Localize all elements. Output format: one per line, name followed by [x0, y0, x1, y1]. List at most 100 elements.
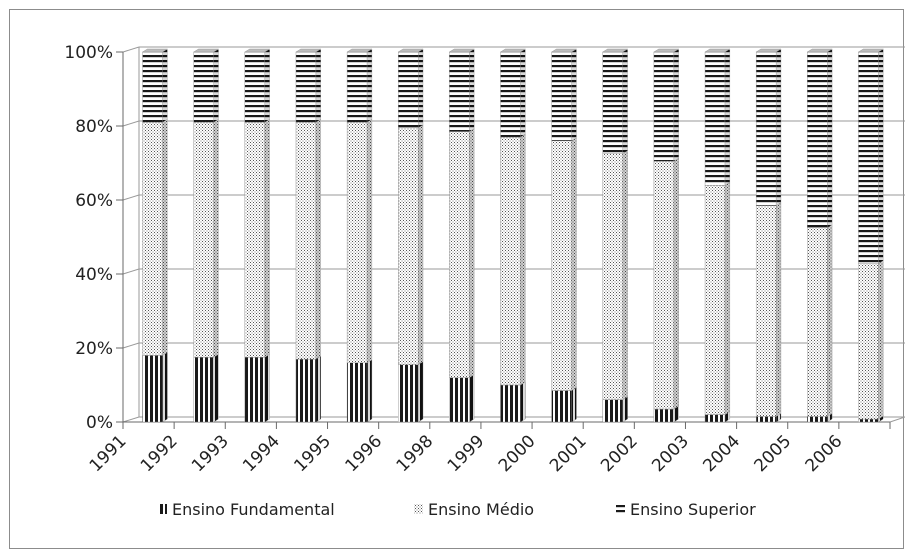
bar-side-3-2004 — [776, 48, 782, 206]
legend-label: Ensino Superior — [630, 500, 756, 519]
bar-side-1-1995 — [366, 359, 373, 423]
bar-side-2-1991 — [162, 119, 168, 356]
legend: Ensino Fundamental Ensino Médio Ensino Sup… — [158, 500, 756, 519]
bar-segment-2-1991 — [142, 122, 163, 356]
x-tick-label: 2004 — [699, 431, 744, 476]
bar-segment-1-1999 — [500, 384, 521, 423]
bar-segment-3-2002 — [653, 51, 675, 162]
bar-segment-1-1993 — [244, 357, 266, 423]
bar-segment-2-2004 — [755, 205, 777, 417]
x-tick-label: 1995 — [290, 431, 335, 476]
bar-top-2003 — [704, 48, 731, 53]
bar-side-2-2003 — [724, 181, 730, 415]
bar-segment-1-1991 — [142, 355, 163, 423]
bar-segment-1-2003 — [704, 414, 726, 423]
bar-segment-1-1998 — [449, 377, 470, 423]
gridline-depth — [122, 46, 140, 53]
bar-segment-1-1995 — [346, 362, 368, 423]
bar-segment-2-1993 — [244, 122, 266, 358]
bar-top-1996 — [397, 48, 424, 53]
y-tick-label: 40% — [75, 265, 113, 285]
bar-side-3-1993 — [264, 48, 270, 123]
bar-top-1991 — [141, 48, 169, 53]
bar-segment-2-1992 — [193, 122, 214, 358]
bar-side-2-1993 — [264, 119, 270, 358]
bar-side-1-1999 — [520, 381, 526, 423]
bar-top-2002 — [653, 48, 680, 53]
bar-segment-2-2002 — [653, 160, 675, 410]
chart-frame: 0% 20% 40% 60% 80% 100% 1991 1992 1993 1994 1995 1… — [9, 9, 905, 549]
floor-right-edge — [889, 416, 905, 423]
stacked-bar-chart: 0%20%40%60%80%100% 1991 1992 1993 1994 1995 1… — [64, 43, 905, 519]
bar-side-3-1991 — [162, 48, 168, 123]
bar-segment-1-2000 — [551, 390, 572, 423]
bar-side-2-1998 — [469, 128, 475, 378]
bar-segment-2-2006 — [858, 263, 879, 420]
y-tick-label: 20% — [75, 339, 113, 359]
bar-side-3-2006 — [878, 48, 884, 264]
bar-segment-3-2005 — [807, 51, 828, 228]
gridline-depth — [122, 342, 140, 349]
bar-side-3-2003 — [724, 48, 730, 186]
bar-top-1992 — [193, 48, 220, 53]
bar-segment-3-1991 — [142, 51, 163, 123]
bar-side-3-2000 — [571, 48, 577, 142]
bar-segment-3-1992 — [193, 51, 214, 123]
y-tick-label: 100% — [64, 43, 113, 63]
bar-side-2-2004 — [776, 202, 782, 417]
bar-segment-2-1996 — [398, 127, 419, 365]
x-tick-label: 1998 — [393, 431, 438, 476]
bar-side-1-1994 — [315, 355, 321, 423]
bar-segment-2-2001 — [602, 153, 623, 401]
y-tick-label: 0% — [86, 413, 113, 433]
bar-top-2004 — [755, 48, 782, 53]
bar-segment-1-2004 — [755, 416, 777, 423]
y-axis-tick-labels: 0% 20% 40% 60% 80% 100% — [64, 43, 113, 433]
gridline-depth — [122, 268, 140, 275]
legend-swatch — [414, 504, 423, 514]
bar-segment-3-1996 — [398, 51, 419, 129]
bar-side-2-2006 — [878, 260, 884, 420]
legend-swatch — [616, 504, 625, 514]
bar-segment-3-2001 — [602, 51, 623, 154]
bar-top-1995 — [346, 48, 373, 53]
bar-side-1-1991 — [162, 352, 168, 423]
bar-side-1-1992 — [213, 353, 219, 423]
bar-side-1-1993 — [264, 353, 270, 423]
x-tick-label: 1999 — [444, 431, 489, 476]
bar-side-3-1995 — [366, 48, 373, 123]
bar-side-2-1996 — [418, 124, 424, 365]
x-tick-label: 1991 — [86, 431, 131, 476]
bar-segment-2-2000 — [551, 140, 572, 391]
x-tick-label: 2006 — [802, 431, 847, 476]
bar-side-3-1998 — [469, 48, 475, 132]
bar-segment-3-1993 — [244, 51, 266, 123]
x-tick-label: 2000 — [495, 431, 540, 476]
bar-segment-1-2002 — [653, 408, 675, 423]
bar-side-2-2005 — [827, 224, 833, 417]
bar-segment-1-2001 — [602, 399, 623, 423]
bar-side-2-2000 — [571, 137, 577, 391]
bar-side-1-2000 — [571, 387, 577, 423]
bar-segment-2-1999 — [500, 136, 521, 386]
bar-top-2000 — [550, 48, 578, 53]
bar-segment-2-1994 — [295, 122, 317, 360]
bar-side-2-1999 — [520, 133, 526, 386]
bar-segment-3-1999 — [500, 51, 521, 138]
bar-side-3-1996 — [418, 48, 424, 129]
bar-segment-3-2003 — [704, 51, 726, 186]
gridline-depth — [122, 194, 140, 201]
bar-top-1999 — [499, 48, 526, 53]
bar-segment-3-2004 — [755, 51, 777, 206]
bar-segment-3-2006 — [858, 51, 879, 264]
bar-top-2001 — [602, 48, 629, 53]
x-tick-label: 1992 — [137, 431, 182, 476]
bar-top-1994 — [295, 48, 322, 53]
bar-side-1-1996 — [418, 361, 424, 423]
bar-top-2005 — [806, 48, 833, 53]
x-tick-label: 1994 — [239, 431, 284, 476]
bar-side-3-1994 — [315, 48, 321, 123]
bar-segment-1-2006 — [858, 418, 879, 423]
y-tick-label: 80% — [75, 117, 113, 137]
bar-segment-3-2000 — [551, 51, 572, 142]
